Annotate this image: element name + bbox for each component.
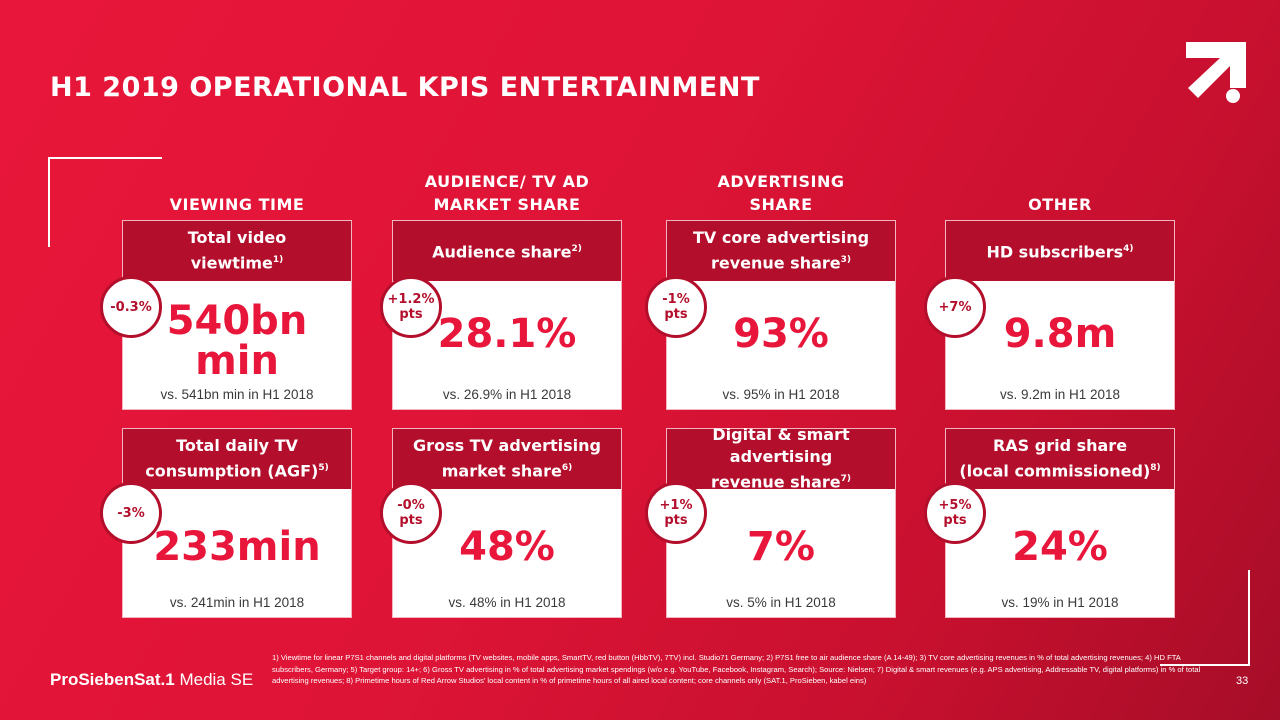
badge-unit: pts — [943, 513, 967, 528]
badge-value: -0% — [397, 498, 425, 513]
kpi-card-video-viewtime: Total video viewtime1) 540bn min vs. 541b… — [122, 220, 352, 410]
badge-unit: pts — [664, 513, 688, 528]
kpi-value: 233min — [153, 524, 321, 570]
kpi-value-line1: 540bn — [166, 298, 308, 344]
change-badge: +5% pts — [924, 482, 986, 544]
change-badge: +1.2% pts — [380, 276, 442, 338]
kpi-comparison: vs. 26.9% in H1 2018 — [442, 387, 572, 402]
kpi-card-header: Gross TV advertising market share6) — [393, 429, 621, 489]
badge-unit: pts — [664, 307, 688, 322]
kpi-card-header: Digital & smart advertising revenue share… — [667, 425, 895, 492]
kpi-head-line2: revenue share — [710, 472, 841, 492]
kpi-comparison: vs. 541bn min in H1 2018 — [160, 387, 314, 402]
kpi-head-line1: Total video — [187, 228, 287, 248]
kpi-head-line1: HD subscribers — [986, 242, 1124, 262]
change-badge: -3% — [100, 482, 162, 544]
kpi-card-header: Audience share2) — [393, 221, 621, 281]
kpi-head-line2: viewtime — [190, 253, 273, 273]
change-badge: -0.3% — [100, 276, 162, 338]
category-audience: AUDIENCE/ TV AD MARKET SHARE — [392, 170, 622, 216]
kpi-head-line2: market share — [441, 461, 562, 481]
kpi-card-audience-share: Audience share2) 28.1% vs. 26.9% in H1 2… — [392, 220, 622, 410]
kpi-card-header: Total video viewtime1) — [123, 221, 351, 281]
kpi-card-header: RAS grid share (local commissioned)8) — [946, 429, 1174, 489]
kpi-value: 48% — [459, 524, 555, 570]
change-badge: -0% pts — [380, 482, 442, 544]
kpi-footnote-ref: 1) — [272, 255, 284, 266]
kpi-head-line2: consumption (AGF) — [145, 461, 319, 481]
kpi-footnote-ref: 5) — [318, 463, 329, 474]
category-advertising: ADVERTISING SHARE — [666, 170, 896, 216]
kpi-value-line2: min — [195, 338, 279, 384]
kpi-head-line1: Gross TV advertising — [413, 436, 601, 456]
brand-wordmark: ProSiebenSat.1 Media SE — [50, 670, 253, 690]
badge-value: +5% — [938, 498, 972, 513]
page-title: H1 2019 OPERATIONAL KPIS ENTERTAINMENT — [50, 72, 760, 103]
brand-suffix: Media SE — [179, 670, 254, 689]
prosieben-logo-icon — [1186, 42, 1246, 103]
kpi-card-hd-subscribers: HD subscribers4) 9.8m vs. 9.2m in H1 201… — [945, 220, 1175, 410]
kpi-comparison: vs. 19% in H1 2018 — [1001, 595, 1119, 610]
kpi-value: 93% — [733, 311, 829, 357]
kpi-value: 540bn min — [123, 301, 351, 381]
category-advertising-line1: ADVERTISING — [717, 172, 845, 191]
kpi-footnote-ref: 4) — [1123, 244, 1134, 255]
change-badge: +7% — [924, 276, 986, 338]
kpi-comparison: vs. 9.2m in H1 2018 — [999, 387, 1121, 402]
kpi-card-header: HD subscribers4) — [946, 221, 1174, 281]
badge-value: +1.2% — [387, 292, 435, 307]
badge-value: -3% — [117, 505, 145, 521]
change-badge: -1% pts — [645, 276, 707, 338]
kpi-head-line2: revenue share — [710, 253, 841, 273]
kpi-footnote-ref: 6) — [561, 463, 573, 474]
kpi-head-line1: Digital & smart advertising — [712, 425, 850, 467]
kpi-head-line1: RAS grid share — [992, 436, 1128, 456]
kpi-comparison: vs. 95% in H1 2018 — [722, 387, 840, 402]
badge-value: -0.3% — [110, 299, 152, 315]
kpi-footnote-ref: 7) — [840, 474, 852, 485]
kpi-comparison: vs. 5% in H1 2018 — [726, 595, 836, 610]
badge-value: +7% — [938, 299, 972, 315]
corner-bracket-top-left — [48, 157, 162, 247]
brand-name: ProSiebenSat.1 — [50, 670, 175, 689]
category-audience-line1: AUDIENCE/ TV AD — [424, 172, 590, 191]
corner-bracket-bottom-right — [1160, 570, 1250, 666]
change-badge: +1% pts — [645, 482, 707, 544]
kpi-head-line1: Audience share — [432, 242, 572, 262]
kpi-card-header: Total daily TV consumption (AGF)5) — [123, 429, 351, 489]
kpi-head-line1: TV core advertising — [692, 228, 870, 248]
category-other: OTHER — [1028, 195, 1092, 214]
kpi-footnote-ref: 2) — [571, 244, 582, 255]
kpi-card-header: TV core advertising revenue share3) — [667, 221, 895, 281]
footnote: 1) Viewtime for linear P7S1 channels and… — [272, 653, 1201, 685]
badge-value: +1% — [659, 498, 693, 513]
kpi-comparison: vs. 48% in H1 2018 — [448, 595, 566, 610]
kpi-value: 9.8m — [1003, 311, 1117, 357]
category-viewing-time: VIEWING TIME — [169, 195, 305, 214]
badge-unit: pts — [399, 513, 423, 528]
badge-unit: pts — [399, 307, 423, 322]
kpi-footnote-ref: 3) — [840, 255, 852, 266]
category-advertising-line2: SHARE — [749, 195, 813, 214]
kpi-comparison: vs. 241min in H1 2018 — [169, 595, 305, 610]
category-audience-line2: MARKET SHARE — [433, 195, 581, 214]
kpi-value: 24% — [1012, 524, 1108, 570]
kpi-value: 7% — [747, 524, 815, 570]
kpi-head-line1: Total daily TV — [176, 436, 298, 456]
kpi-footnote-ref: 8) — [1150, 463, 1161, 474]
badge-value: -1% — [662, 292, 690, 307]
page-number: 33 — [1236, 675, 1249, 687]
kpi-head-line2: (local commissioned) — [959, 461, 1151, 481]
kpi-value: 28.1% — [437, 311, 577, 357]
